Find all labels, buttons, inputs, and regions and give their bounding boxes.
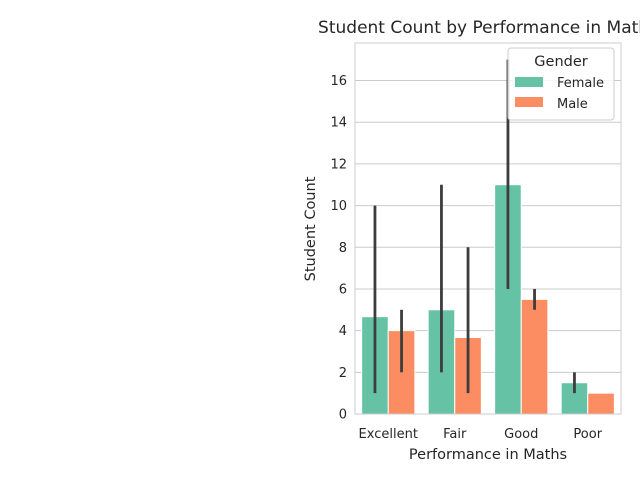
x-axis-label: Performance in Maths [409, 447, 567, 463]
x-tick-label: Good [504, 427, 538, 442]
x-tick-label: Fair [443, 427, 467, 442]
y-tick-label: 0 [339, 408, 347, 423]
plot-frame [354, 42, 622, 415]
y-tick-label: 12 [330, 157, 347, 172]
bar-male-poor [587, 392, 615, 415]
y-axis: 0 2 4 6 8 10 12 14 16 [330, 74, 347, 422]
y-tick-label: 6 [339, 282, 347, 297]
x-axis: Excellent Fair Good Poor [359, 427, 603, 442]
x-tick-label: Poor [573, 427, 602, 442]
y-tick-label: 4 [339, 324, 347, 339]
y-axis-label: Student Count [303, 176, 319, 281]
y-tick-label: 10 [330, 199, 347, 214]
legend: Gender Female Male [507, 47, 615, 121]
x-tick-label: Excellent [359, 427, 418, 442]
legend-title: Gender [534, 54, 587, 70]
y-tick-label: 8 [339, 241, 347, 256]
chart-title: Student Count by Performance in Maths [318, 18, 640, 38]
legend-label-male: Male [557, 97, 588, 112]
legend-swatch-female [515, 77, 543, 87]
legend-label-female: Female [557, 76, 604, 91]
y-tick-label: 14 [330, 116, 347, 131]
legend-swatch-male [515, 97, 543, 107]
y-tick-label: 2 [339, 366, 347, 381]
bar-male-good [520, 298, 549, 415]
error-bars [373, 59, 576, 394]
y-tick-label: 16 [330, 74, 347, 89]
